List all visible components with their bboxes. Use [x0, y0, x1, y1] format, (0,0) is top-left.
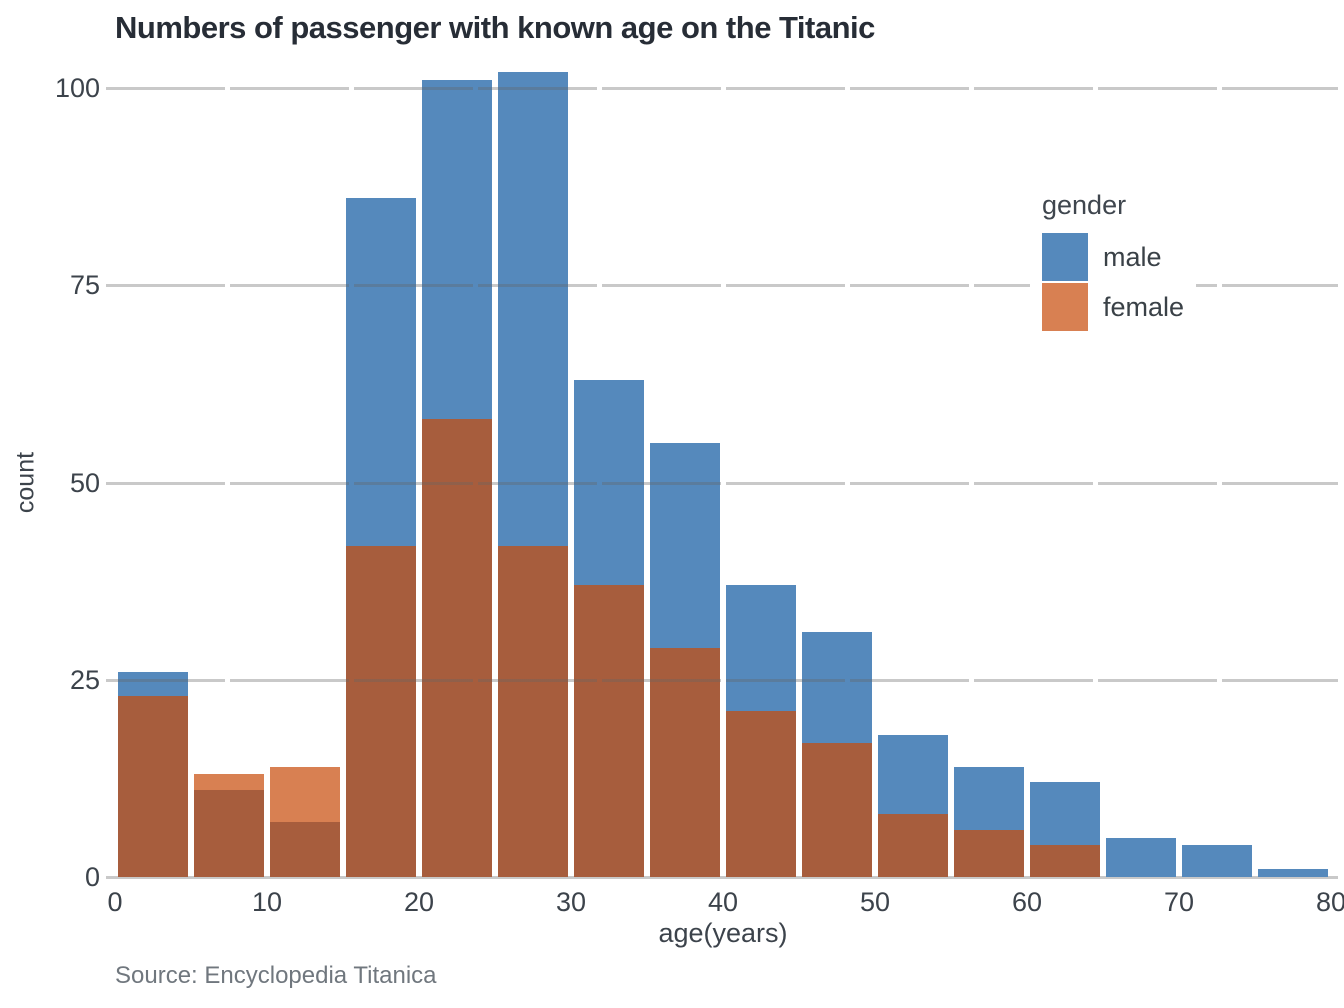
y-axis-label: count	[11, 451, 40, 514]
legend-title: gender	[1042, 190, 1127, 220]
legend: gender male female	[1030, 186, 1197, 341]
gridline-y-50	[106, 482, 1338, 485]
legend-item-female: female	[1042, 283, 1184, 331]
bar-overlap-0-5	[118, 695, 188, 877]
bar-overlap-15-20	[346, 545, 416, 877]
x-tick-80: 80	[1315, 887, 1344, 917]
gridline-y-100	[106, 87, 1338, 90]
y-tick-100: 100	[54, 73, 100, 103]
chart-title: Numbers of passenger with known age on t…	[115, 10, 875, 45]
male-color-swatch	[1042, 233, 1088, 281]
bar-overlap-40-45	[726, 711, 796, 877]
bar-overlap-35-40	[650, 648, 720, 877]
x-tick-0: 0	[107, 887, 123, 917]
gridline-y-25	[106, 679, 1338, 682]
y-tick-50: 50	[69, 468, 100, 498]
bar-male-70-75	[1182, 845, 1252, 877]
bar-overlap-25-30	[498, 545, 568, 877]
y-tick-25: 25	[69, 665, 100, 695]
legend-label-male: male	[1103, 241, 1162, 272]
bar-overlap-20-25	[422, 419, 492, 877]
x-tick-30: 30	[555, 887, 587, 917]
x-tick-70: 70	[1163, 887, 1195, 917]
bar-overlap-50-55	[878, 813, 948, 877]
bar-overlap-30-35	[574, 585, 644, 877]
bar-overlap-45-50	[802, 742, 872, 877]
x-tick-60: 60	[1011, 887, 1043, 917]
x-axis-label: age(years)	[658, 918, 788, 948]
source-note: Source: Encyclopedia Titanica	[115, 962, 437, 989]
x-axis-line	[106, 876, 1338, 879]
x-tick-40: 40	[707, 887, 739, 917]
x-tick-50: 50	[859, 887, 891, 917]
bar-overlap-5-10	[194, 790, 264, 877]
bar-male-65-70	[1106, 837, 1176, 877]
x-tick-20: 20	[403, 887, 435, 917]
bar-overlap-60-65	[1030, 845, 1100, 877]
x-tick-10: 10	[251, 887, 283, 917]
female-color-swatch	[1042, 283, 1088, 331]
legend-label-female: female	[1103, 291, 1185, 322]
bar-overlap-55-60	[954, 829, 1024, 877]
legend-item-male: male	[1042, 233, 1184, 281]
y-tick-0: 0	[84, 862, 100, 892]
bar-male-75-80	[1258, 869, 1328, 877]
y-tick-75: 75	[69, 270, 100, 300]
bar-overlap-10-15	[270, 821, 340, 877]
